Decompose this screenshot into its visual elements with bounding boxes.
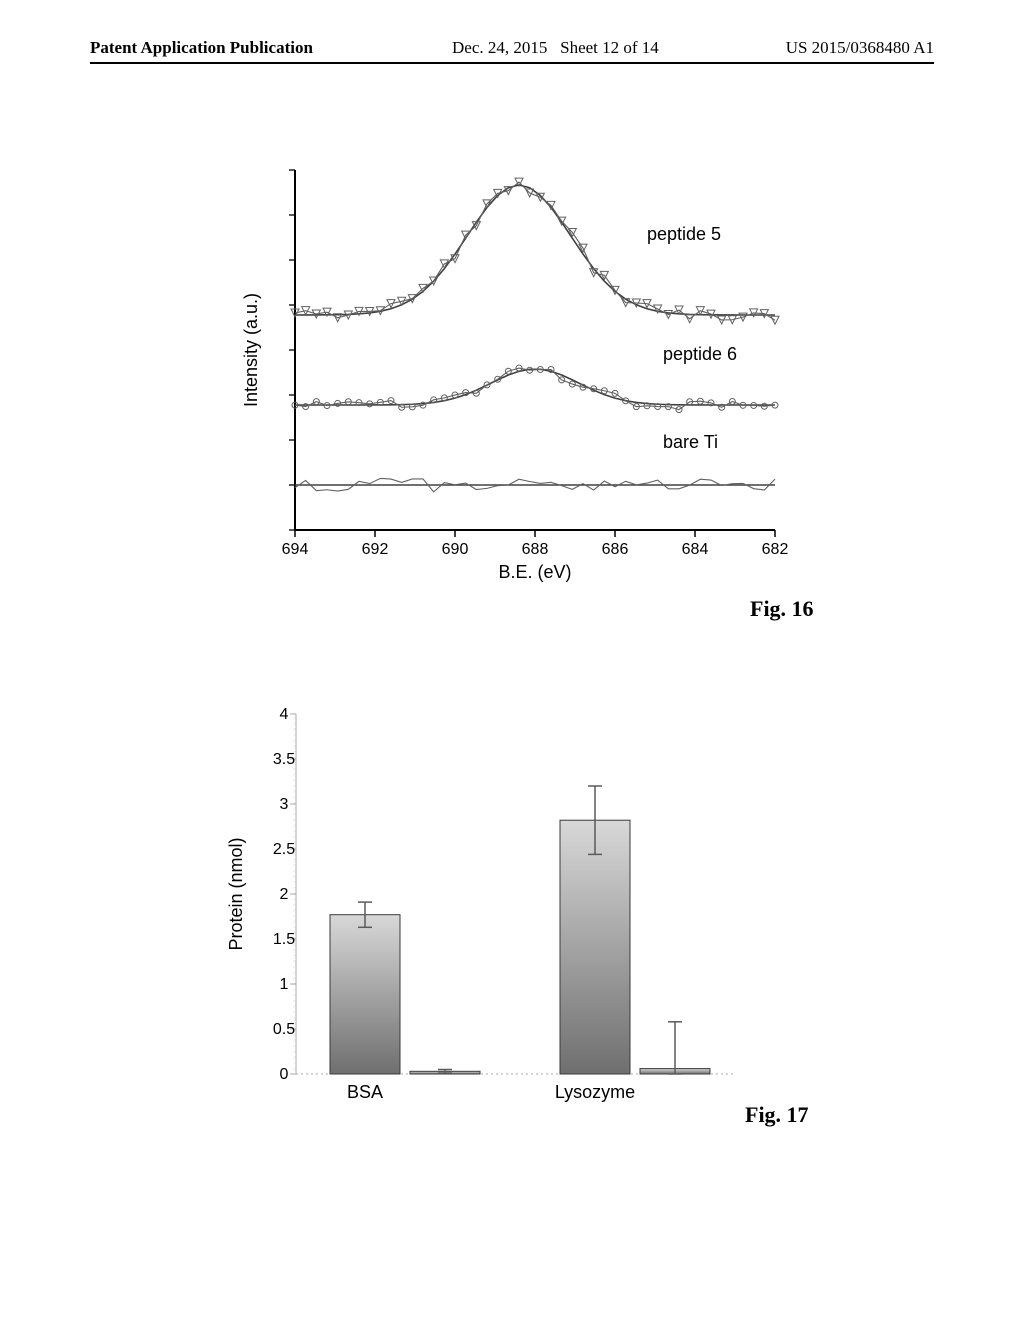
- svg-text:692: 692: [362, 541, 389, 558]
- svg-text:690: 690: [442, 541, 469, 558]
- svg-text:4: 4: [280, 706, 289, 723]
- figure-16-caption: Fig. 16: [750, 596, 814, 622]
- figure-16: 694 692 690 688 686 684 682 B.E. (eV) Intensity …: [225, 150, 805, 590]
- svg-text:1: 1: [280, 976, 289, 993]
- svg-text:694: 694: [282, 541, 309, 558]
- figure-17-chart: 0 0.5 1 1.5 2 2.5 3 3.5 4 Protein (nmol) BSA Lysozy…: [210, 700, 770, 1130]
- svg-text:3.5: 3.5: [273, 751, 295, 768]
- figure-16-chart: 694 692 690 688 686 684 682 B.E. (eV) Intensity …: [225, 150, 805, 590]
- svg-text:686: 686: [602, 541, 629, 558]
- svg-text:BSA: BSA: [347, 1082, 383, 1102]
- svg-text:688: 688: [522, 541, 549, 558]
- svg-text:1.5: 1.5: [273, 931, 295, 948]
- svg-text:peptide 6: peptide 6: [663, 344, 737, 364]
- header-date-sheet: Dec. 24, 2015 Sheet 12 of 14: [452, 38, 659, 58]
- svg-text:Intensity (a.u.): Intensity (a.u.): [241, 293, 261, 407]
- svg-text:682: 682: [762, 541, 789, 558]
- svg-text:0: 0: [280, 1066, 289, 1083]
- svg-text:B.E. (eV): B.E. (eV): [498, 562, 571, 582]
- header-date: Dec. 24, 2015: [452, 38, 547, 57]
- svg-text:2: 2: [280, 886, 289, 903]
- header-sheet: Sheet 12 of 14: [560, 38, 659, 57]
- svg-text:bare Ti: bare Ti: [663, 432, 718, 452]
- svg-text:3: 3: [280, 796, 289, 813]
- figure-17-caption: Fig. 17: [745, 1102, 809, 1128]
- figure-17: 0 0.5 1 1.5 2 2.5 3 3.5 4 Protein (nmol) BSA Lysozy…: [210, 700, 770, 1130]
- svg-text:0.5: 0.5: [273, 1021, 295, 1038]
- svg-text:2.5: 2.5: [273, 841, 295, 858]
- page-header: Patent Application Publication Dec. 24, …: [0, 34, 1024, 62]
- header-rule: [90, 62, 934, 64]
- svg-text:684: 684: [682, 541, 709, 558]
- svg-text:peptide 5: peptide 5: [647, 224, 721, 244]
- svg-text:Protein (nmol): Protein (nmol): [226, 837, 246, 950]
- header-publication-label: Patent Application Publication: [90, 38, 313, 58]
- svg-text:Lysozyme: Lysozyme: [555, 1082, 635, 1102]
- header-pubnumber: US 2015/0368480 A1: [786, 38, 934, 58]
